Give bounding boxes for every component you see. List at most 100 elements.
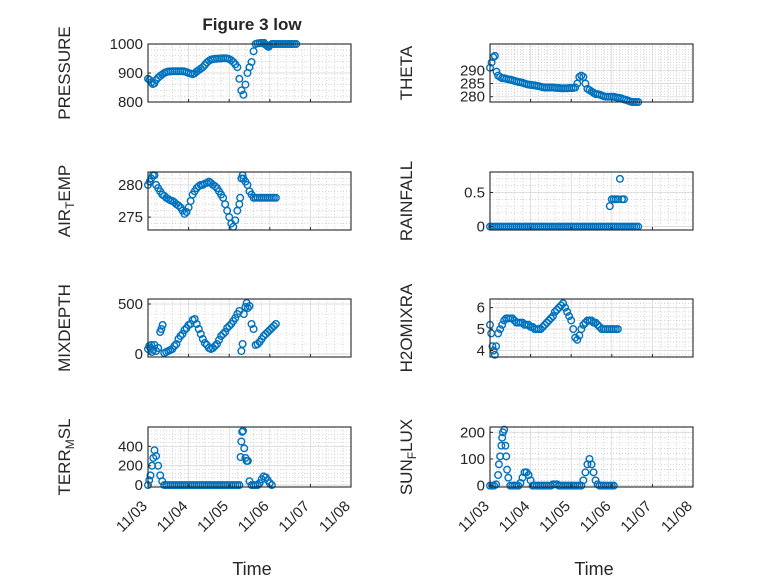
data-point [178, 330, 187, 339]
data-point [490, 51, 499, 60]
data-point [200, 60, 209, 69]
data-point [269, 322, 278, 331]
data-point [158, 321, 167, 330]
y-tick-label: 0 [135, 346, 143, 363]
subplot-h2omixra: 4 5 6 H2OMIXRA [397, 283, 694, 372]
data-point [235, 74, 244, 83]
data-point [565, 312, 574, 321]
y-tick-label: 500 [118, 296, 143, 313]
data-point [243, 304, 252, 313]
data-point [544, 316, 553, 325]
data-point [152, 75, 161, 84]
data-point [190, 315, 199, 324]
data-point [255, 479, 264, 488]
data-point [217, 332, 226, 341]
y-axis-label: SUNFLUX [397, 419, 419, 495]
data-point [192, 320, 201, 329]
y-tick-label: 200 [460, 424, 485, 441]
y-tick-label: 800 [118, 94, 143, 111]
data-point [180, 326, 189, 335]
y-axis-label: AIRTEMP [55, 165, 77, 238]
data-point [263, 328, 272, 337]
y-axis-label: MIXDEPTH [55, 284, 74, 372]
data-point [180, 209, 189, 218]
data-series [486, 299, 622, 359]
y-axis-label: H2OMIXRA [397, 283, 416, 372]
data-point [567, 316, 576, 325]
y-axis-label: TERRMSL [55, 418, 77, 495]
data-point [581, 468, 590, 477]
data-point [591, 476, 600, 485]
subplot-pressure: 800 900 1000 PRESSURE [55, 26, 352, 120]
data-series [143, 171, 280, 231]
data-point [247, 57, 256, 66]
data-point [271, 193, 280, 202]
data-point [591, 318, 600, 327]
data-point [490, 350, 499, 359]
subplot-mixdepth: 0 500 MIXDEPTH [55, 284, 352, 372]
data-series [143, 299, 280, 358]
figure-title: Figure 3 low [202, 15, 302, 34]
data-point [145, 476, 154, 485]
data-point [170, 342, 179, 351]
xlabel-right: Time [574, 559, 613, 579]
data-point [500, 425, 509, 434]
data-point [496, 325, 505, 334]
data-point [563, 307, 572, 316]
data-point [559, 299, 568, 308]
data-point [237, 86, 246, 95]
data-point [157, 325, 166, 334]
data-point [498, 320, 507, 329]
data-point [253, 481, 262, 490]
data-point [154, 461, 163, 470]
data-point [182, 207, 191, 216]
y-tick-label: 280 [118, 177, 143, 194]
data-point [569, 325, 578, 334]
data-series [486, 425, 618, 490]
y-tick-label: 290 [460, 62, 485, 79]
data-point [198, 63, 207, 72]
data-point [210, 182, 219, 191]
y-axis-label: PRESSURE [55, 26, 74, 120]
data-point [243, 456, 252, 465]
data-point [540, 320, 549, 329]
data-point [501, 441, 510, 450]
data-point [508, 314, 517, 323]
data-point [227, 56, 236, 65]
xlabel-left: Time [232, 559, 271, 579]
data-point [152, 452, 161, 461]
data-point [265, 326, 274, 335]
data-point [208, 344, 217, 353]
data-point [172, 340, 181, 349]
subplot-rainfall: 0 0.5 RAINFALL [397, 161, 694, 241]
data-point [267, 324, 276, 333]
data-point [589, 468, 598, 477]
data-point [225, 322, 234, 331]
data-point [215, 336, 224, 345]
y-tick-label: 5 [477, 321, 485, 338]
data-point [267, 481, 276, 490]
data-point [219, 330, 228, 339]
data-point [194, 325, 203, 334]
data-point [571, 83, 580, 92]
data-point [235, 481, 244, 490]
data-point [573, 335, 582, 344]
axes-box [489, 171, 694, 231]
data-point [239, 90, 248, 99]
axes-box [489, 43, 694, 103]
data-point [198, 335, 207, 344]
data-point [488, 342, 497, 351]
data-point [492, 67, 501, 76]
data-point [552, 305, 561, 314]
data-point [176, 332, 185, 341]
data-point [542, 318, 551, 327]
data-point [221, 328, 230, 337]
y-axis-label: THETA [397, 45, 416, 100]
data-point [249, 325, 258, 334]
data-point [579, 320, 588, 329]
data-series [143, 426, 276, 490]
data-point [503, 465, 512, 474]
subplot-air-temp: 275 280 AIRTEMP [55, 165, 352, 238]
